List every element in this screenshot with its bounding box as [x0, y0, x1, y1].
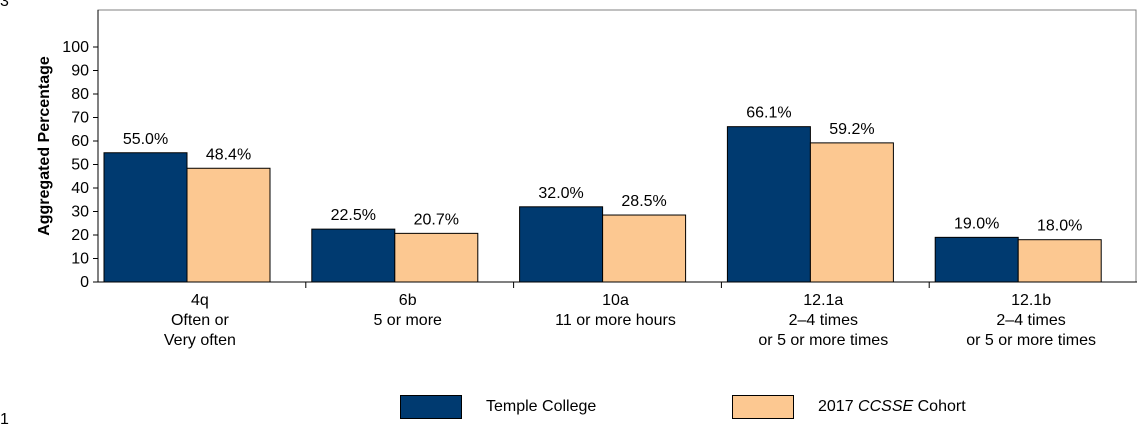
- bar: [934, 236, 1019, 283]
- legend-swatch-ccsse-cohort: [732, 395, 794, 419]
- x-category-label: or 5 or more times: [758, 332, 888, 349]
- x-category-label: 6b: [399, 292, 417, 309]
- data-label: 55.0%: [123, 131, 168, 148]
- y-tick-label: 10: [71, 251, 89, 268]
- x-category-label: 2–4 times: [789, 312, 858, 329]
- bar: [519, 206, 604, 283]
- data-label: 32.0%: [538, 185, 583, 202]
- data-label: 28.5%: [621, 193, 666, 210]
- bar: [103, 152, 188, 283]
- x-category-label: 2–4 times: [996, 312, 1065, 329]
- y-tick-label: 50: [71, 157, 89, 174]
- y-tick-label: 100: [62, 39, 89, 56]
- legend-item-ccsse-cohort: 2017 CCSSE Cohort: [732, 395, 966, 419]
- y-tick-label: 20: [71, 227, 89, 244]
- x-category-label: Often or: [171, 312, 229, 329]
- page-number-top: 3: [0, 0, 9, 10]
- bar: [186, 167, 271, 283]
- bar: [394, 232, 479, 283]
- bar-chart: 0 10 20 30 40 50 60 70 80 90 100 Aggregated Percent…: [36, 9, 1137, 349]
- legend-label-ccsse-cohort: 2017 CCSSE Cohort: [818, 398, 966, 415]
- bar: [809, 142, 894, 283]
- data-label: 18.0%: [1037, 218, 1082, 235]
- legend-item-temple-college: Temple College: [400, 395, 596, 419]
- page-number-bottom: 1: [0, 411, 9, 428]
- x-category-label: 4q: [191, 292, 209, 309]
- data-label: 19.0%: [954, 215, 999, 232]
- bar: [726, 126, 811, 283]
- bar: [311, 228, 396, 283]
- legend-swatch-temple-college: [400, 395, 462, 419]
- x-category-label: 5 or more: [373, 312, 442, 329]
- legend-label-temple-college: Temple College: [486, 398, 597, 415]
- y-tick-label: 70: [71, 110, 89, 127]
- y-tick-label: 30: [71, 204, 89, 221]
- data-label: 66.1%: [746, 105, 791, 122]
- y-tick-label: 40: [71, 180, 89, 197]
- bar: [1017, 239, 1102, 283]
- x-category-label: 12.1a: [803, 292, 843, 309]
- x-category-label: 10a: [602, 292, 629, 309]
- bar: [602, 214, 687, 283]
- y-tick-label: 80: [71, 86, 89, 103]
- data-label: 48.4%: [206, 146, 251, 163]
- x-category-label: 11 or more hours: [555, 312, 676, 329]
- y-tick-label: 90: [71, 63, 89, 80]
- y-tick-label: 0: [80, 274, 89, 291]
- x-category-label: or 5 or more times: [966, 332, 1096, 349]
- y-axis-title: Aggregated Percentage: [36, 56, 53, 236]
- data-label: 20.7%: [414, 211, 459, 228]
- y-tick-label: 60: [71, 133, 89, 150]
- data-label: 22.5%: [331, 207, 376, 224]
- x-category-label: 12.1b: [1011, 292, 1051, 309]
- x-category-label: Very often: [164, 332, 236, 349]
- data-label: 59.2%: [829, 121, 874, 138]
